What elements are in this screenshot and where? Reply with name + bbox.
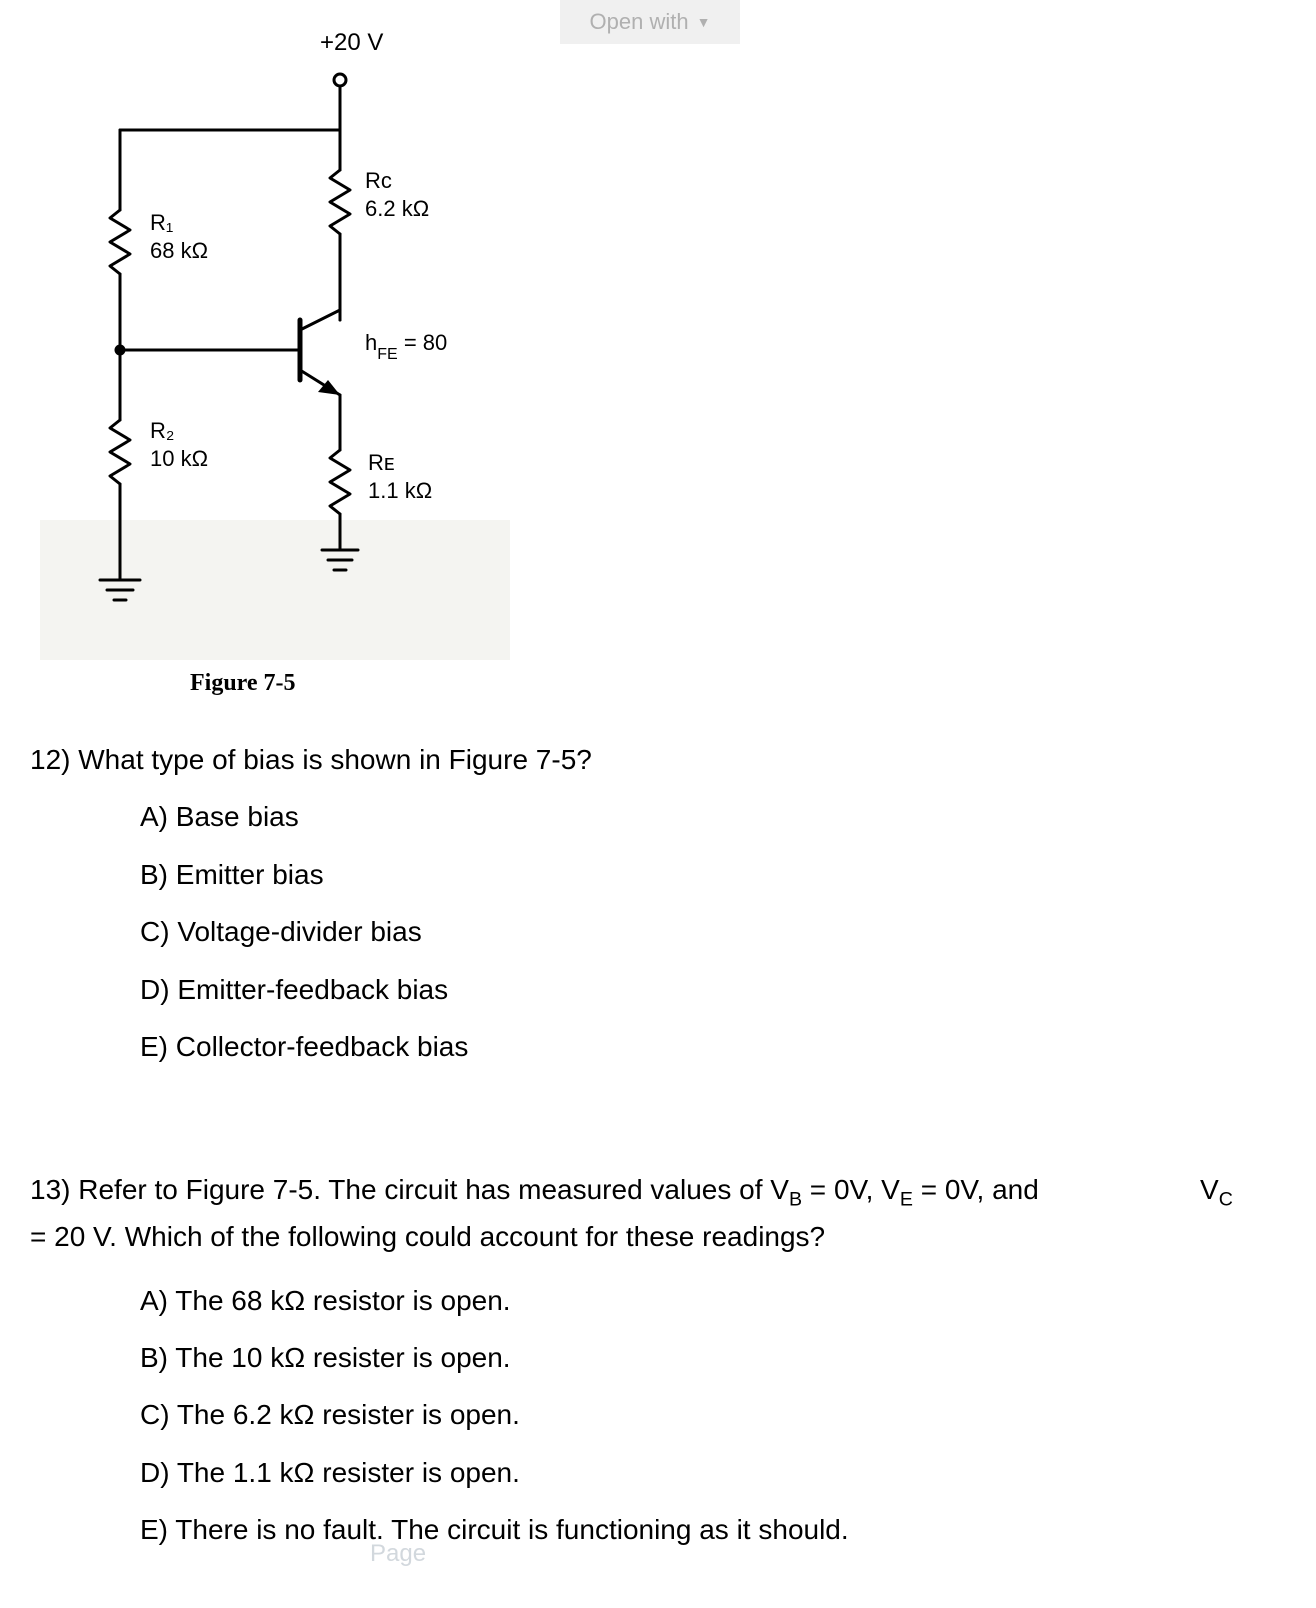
chevron-down-icon: ▼ <box>697 14 711 30</box>
q12-option-a: A) Base bias <box>140 795 1286 838</box>
page-overlay-label: Page <box>370 1540 426 1568</box>
svg-text:1.1 kΩ: 1.1 kΩ <box>368 478 432 503</box>
q13-option-d: D) The 1.1 kΩ resister is open. <box>140 1451 1286 1494</box>
svg-text:68 kΩ: 68 kΩ <box>150 238 208 263</box>
svg-text:6.2 kΩ: 6.2 kΩ <box>365 196 429 221</box>
q12-option-d: D) Emitter-feedback bias <box>140 968 1286 1011</box>
q13-vc-symbol: VC <box>1200 1168 1233 1215</box>
svg-text:R₁: R₁ <box>150 210 173 235</box>
svg-text:Rᴇ: Rᴇ <box>368 450 395 475</box>
q12-option-c: C) Voltage-divider bias <box>140 910 1286 953</box>
q12-option-e: E) Collector-feedback bias <box>140 1025 1286 1068</box>
q12-stem: 12) What type of bias is shown in Figure… <box>30 738 1286 781</box>
question-13: 13) Refer to Figure 7-5. The circuit has… <box>30 1168 1286 1551</box>
svg-text:R₂: R₂ <box>150 418 174 443</box>
q13-option-c: C) The 6.2 kΩ resister is open. <box>140 1393 1286 1436</box>
q13-option-a: A) The 68 kΩ resistor is open. <box>140 1279 1286 1322</box>
question-12: 12) What type of bias is shown in Figure… <box>30 738 1286 1068</box>
open-with-button[interactable]: Open with ▼ <box>560 0 740 44</box>
svg-text:hFE = 80: hFE = 80 <box>365 330 447 363</box>
q13-option-e: E) There is no fault. The circuit is fun… <box>140 1508 1286 1551</box>
svg-text:Rᴄ: Rᴄ <box>365 168 392 193</box>
figure-caption: Figure 7-5 <box>190 670 296 697</box>
svg-text:10 kΩ: 10 kΩ <box>150 446 208 471</box>
svg-text:+20 V: +20 V <box>320 29 383 56</box>
q13-option-b: B) The 10 kΩ resister is open. <box>140 1336 1286 1379</box>
figure-7-5: +20 V R₁ 68 kΩ R₂ 10 kΩ Rᴄ 6.2 kΩ hFE = … <box>40 20 510 720</box>
q12-option-b: B) Emitter bias <box>140 853 1286 896</box>
q13-stem: 13) Refer to Figure 7-5. The circuit has… <box>30 1168 1140 1258</box>
circuit-diagram: +20 V R₁ 68 kΩ R₂ 10 kΩ Rᴄ 6.2 kΩ hFE = … <box>40 20 510 660</box>
open-with-label: Open with <box>590 9 689 35</box>
